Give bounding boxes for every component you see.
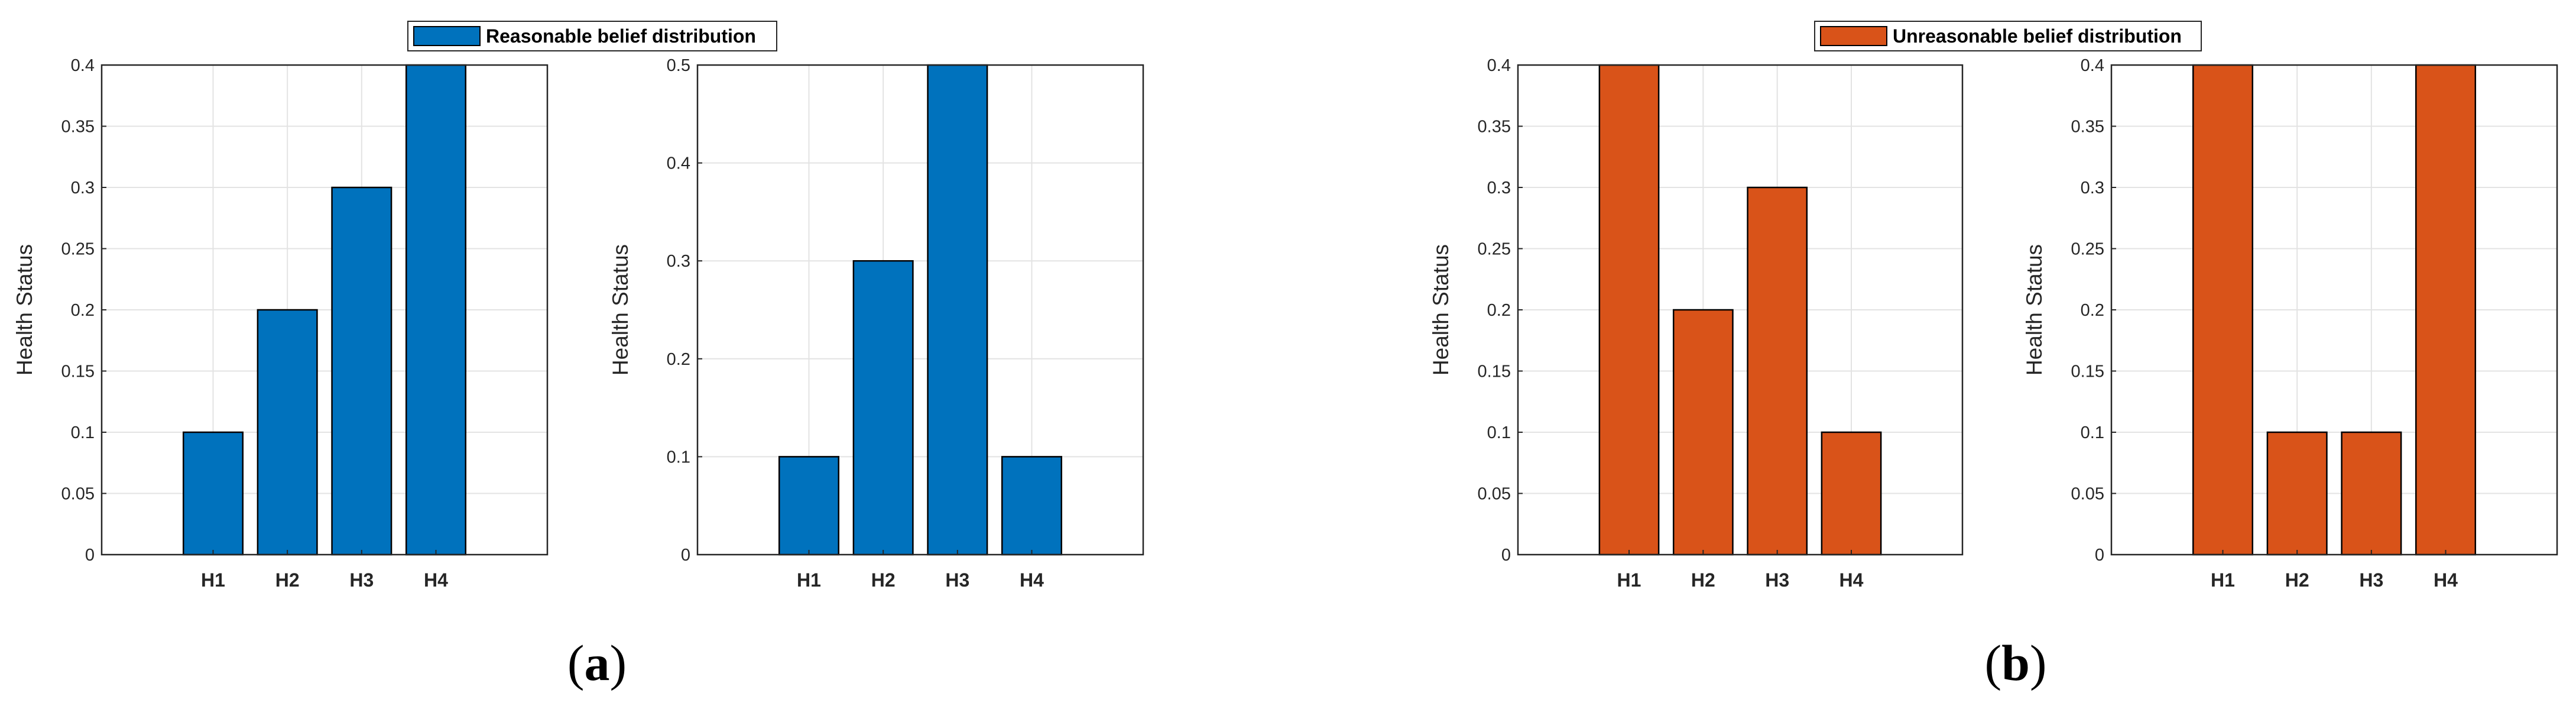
y-tick-label: 0	[2095, 546, 2104, 565]
y-tick-label: 0.05	[61, 485, 95, 504]
caption-close-paren: )	[2030, 634, 2047, 691]
x-tick-label: H2	[1691, 569, 1715, 591]
bar-h4	[1001, 456, 1063, 556]
y-tick-label: 0.2	[71, 301, 95, 320]
y-tick-label: 0.25	[2071, 240, 2104, 259]
y-tick-label: 0.15	[61, 362, 95, 381]
bar-h4	[2415, 64, 2477, 556]
plot-area	[697, 65, 1143, 555]
y-tick-label: 0.5	[667, 56, 690, 75]
y-tick-label: 0	[681, 546, 690, 565]
y-tick-label: 0.25	[61, 240, 95, 259]
bar-h1	[778, 456, 840, 556]
y-tick-label: 0.35	[61, 118, 95, 137]
x-tick-label: H4	[2434, 569, 2458, 591]
y-tick-label: 0.3	[2081, 179, 2104, 197]
y-tick-label: 0.4	[667, 154, 690, 173]
y-tick-label: 0	[1501, 546, 1511, 565]
bar-h3	[927, 64, 988, 556]
y-tick-label: 0.35	[1478, 118, 1511, 137]
bar-h3	[1747, 186, 1808, 556]
y-tick-label: 0.4	[1487, 56, 1511, 75]
x-tick-label: H4	[424, 569, 448, 591]
bar-h2	[852, 260, 914, 556]
x-tick-label: H3	[349, 569, 374, 591]
bar-h4	[1821, 431, 1882, 556]
legend-swatch	[1820, 26, 1887, 46]
x-tick-label: H4	[1839, 569, 1864, 591]
y-tick-label: 0.1	[667, 448, 690, 467]
y-tick-label: 0.2	[2081, 301, 2104, 320]
legend-label: Reasonable belief distribution	[486, 25, 756, 47]
caption-letter: a	[585, 634, 610, 691]
caption-open-paren: (	[1984, 634, 2001, 691]
legend-swatch	[413, 26, 481, 46]
y-tick-label: 0	[85, 546, 95, 565]
x-tick-label: H1	[1617, 569, 1641, 591]
caption-open-paren: (	[567, 634, 585, 691]
y-tick-label: 0.4	[71, 56, 95, 75]
x-tick-label: H1	[797, 569, 821, 591]
bar-h3	[2341, 431, 2402, 556]
y-tick-label: 0.25	[1478, 240, 1511, 259]
legend-unreasonable: Unreasonable belief distribution	[1814, 21, 2202, 51]
x-tick-label: H2	[871, 569, 896, 591]
caption-close-paren: )	[610, 634, 627, 691]
y-tick-label: 0.1	[2081, 423, 2104, 442]
x-tick-label: H3	[1765, 569, 1789, 591]
y-tick-label: 0.15	[2071, 362, 2104, 381]
axes-box	[696, 64, 1144, 556]
legend-reasonable: Reasonable belief distribution	[407, 21, 777, 51]
bar-h2	[1672, 309, 1734, 556]
x-tick-label: H1	[201, 569, 225, 591]
subplot-4: 0 0.05 0.1 0.15 0.2 0.25 0.3 0.35 0.4 H1 H2 H3 H4 Hea…	[2022, 56, 2558, 591]
caption-b: (b)	[1984, 634, 2046, 691]
y-tick-label: 0.35	[2071, 118, 2104, 137]
y-tick-label: 0.2	[1487, 301, 1511, 320]
legend-label: Unreasonable belief distribution	[1893, 25, 2182, 47]
x-tick-label: H3	[945, 569, 969, 591]
bar-h1	[2192, 64, 2254, 556]
y-axis-label: Health Status	[608, 244, 632, 375]
y-axis-label: Health Status	[2022, 244, 2046, 375]
y-axis-label: Health Status	[1429, 244, 1453, 375]
y-axis-label: Health Status	[12, 244, 37, 375]
y-tick-label: 0.15	[1478, 362, 1511, 381]
x-tick-label: H4	[1020, 569, 1044, 591]
caption-letter: b	[2001, 634, 2030, 691]
caption-a: (a)	[567, 634, 627, 691]
y-tick-label: 0.05	[2071, 485, 2104, 504]
y-tick-label: 0.1	[1487, 423, 1511, 442]
y-tick-label: 0.3	[1487, 179, 1511, 197]
subplot-1: 0 0.05 0.1 0.15 0.2 0.25 0.3 0.35 0.4 H1 H2 H3 H4 Hea…	[12, 56, 549, 591]
y-tick-label: 0.2	[667, 350, 690, 369]
bar-h4	[405, 64, 467, 556]
y-tick-label: 0.4	[2081, 56, 2104, 75]
y-tick-label: 0.3	[71, 179, 95, 197]
y-tick-label: 0.05	[1478, 485, 1511, 504]
y-tick-label: 0.1	[71, 423, 95, 442]
subplot-2: 0 0.1 0.2 0.3 0.4 0.5 H1 H2 H3 H4 Health Status	[608, 56, 1144, 591]
x-tick-label: H1	[2211, 569, 2235, 591]
y-tick-label: 0.3	[667, 252, 690, 271]
bar-h1	[182, 431, 244, 556]
bar-h3	[331, 186, 392, 556]
x-tick-label: H2	[275, 569, 300, 591]
x-tick-label: H3	[2359, 569, 2383, 591]
bar-h2	[2266, 431, 2328, 556]
bar-h1	[1598, 64, 1660, 556]
subplot-3: 0 0.05 0.1 0.15 0.2 0.25 0.3 0.35 0.4 H1 H2 H3 H4 Hea…	[1429, 56, 1964, 591]
bar-h2	[257, 309, 318, 556]
x-tick-label: H2	[2285, 569, 2309, 591]
